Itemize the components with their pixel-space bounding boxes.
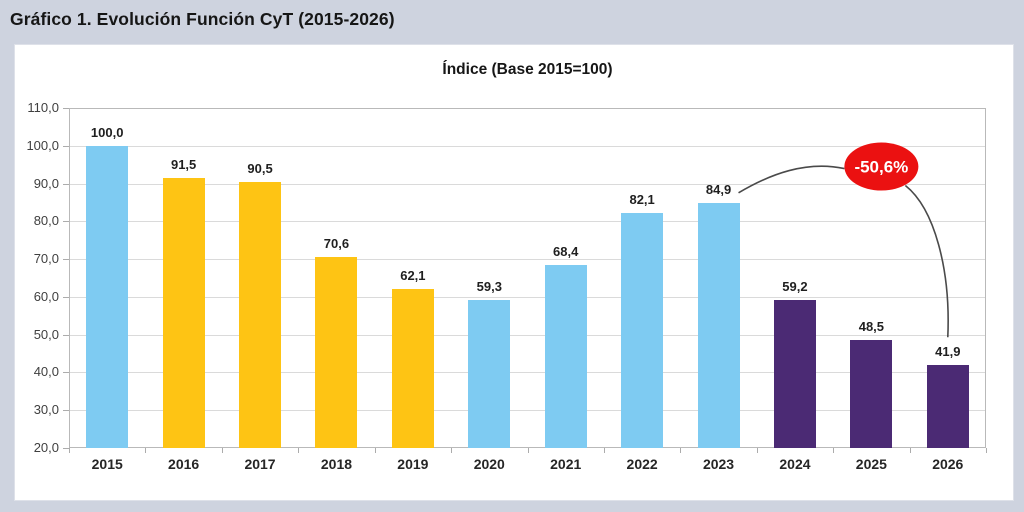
grid-line [70, 221, 985, 223]
y-axis-tick-label: 100,0 [26, 137, 59, 153]
x-axis-tick [451, 448, 453, 453]
grid-line [70, 259, 985, 261]
grid-line [70, 410, 985, 412]
bar-2015 [86, 145, 129, 448]
x-axis-tick [527, 448, 529, 453]
bar-value-label: 59,2 [782, 278, 808, 294]
y-axis-tick-label: 70,0 [33, 251, 59, 267]
x-axis-category-label: 2026 [932, 456, 964, 472]
y-axis-tick [63, 334, 69, 336]
bar-2017 [239, 181, 282, 448]
bar-2018 [315, 256, 358, 448]
bar-2025 [850, 340, 893, 448]
y-axis-tick [63, 448, 69, 449]
x-axis-tick [603, 448, 605, 453]
bar-2022 [621, 213, 664, 448]
y-axis-tick [63, 108, 69, 109]
y-axis-tick [63, 410, 69, 412]
bar-2024 [773, 299, 816, 448]
x-axis-category-label: 2023 [702, 456, 735, 472]
chart-title: Índice (Base 2015=100) [442, 61, 613, 78]
y-axis-tick [63, 145, 69, 147]
bar-value-label: 100,0 [90, 124, 124, 140]
x-axis-category-label: 2018 [320, 456, 353, 472]
grid-line [70, 372, 985, 374]
bar-value-label: 68,4 [553, 244, 579, 260]
bar-value-label: 84,9 [705, 181, 732, 197]
x-axis-tick [145, 448, 147, 453]
y-axis-tick [63, 259, 69, 261]
x-axis-category-label: 2024 [779, 456, 811, 472]
plot-area [69, 108, 986, 448]
x-axis-tick [69, 448, 70, 453]
grid-line [70, 145, 985, 147]
x-axis-tick [298, 448, 300, 453]
grid-line [70, 183, 985, 185]
x-axis-tick [680, 448, 682, 453]
y-axis-tick-label: 90,0 [33, 175, 59, 191]
y-axis-tick-label: 110,0 [27, 100, 59, 115]
x-axis-tick [756, 448, 758, 453]
bar-2019 [391, 288, 434, 448]
x-axis-tick [986, 448, 987, 453]
y-axis-tick [63, 183, 69, 185]
bar-value-label: 90,5 [247, 160, 273, 176]
x-axis-category-label: 2015 [91, 456, 123, 472]
chart-panel: Índice (Base 2015=100) 110,0 100,0 90,0 80,… [14, 44, 1014, 501]
bar-value-label: 91,5 [170, 156, 197, 172]
bar-2020 [468, 299, 511, 448]
x-axis-category-label: 2025 [855, 456, 887, 472]
x-axis-category-label: 2019 [397, 456, 429, 472]
grid-line [70, 334, 985, 336]
bar-value-label: 62,1 [400, 267, 426, 283]
y-axis-tick [63, 296, 69, 298]
bar-value-label: 59,3 [476, 278, 502, 294]
x-axis-category-label: 2020 [473, 456, 505, 472]
bar-value-label: 48,5 [858, 319, 885, 335]
x-axis-tick [374, 448, 376, 453]
x-axis-category-label: 2021 [550, 456, 582, 472]
grid-line [70, 296, 985, 298]
y-axis-tick-label: 50,0 [33, 326, 59, 342]
x-axis-tick [833, 448, 835, 453]
y-axis-tick-label: 60,0 [33, 288, 59, 304]
y-axis-tick [63, 221, 69, 223]
bar-value-label: 70,6 [323, 235, 350, 251]
bar-2021 [544, 265, 587, 448]
bar-2023 [697, 202, 740, 448]
y-axis-tick-label: 80,0 [33, 213, 59, 229]
x-axis-category-label: 2022 [626, 456, 658, 472]
x-axis-tick [909, 448, 911, 453]
bar-value-label: 41,9 [935, 344, 961, 360]
y-axis-tick-label: 40,0 [33, 364, 59, 380]
bar-2016 [162, 177, 205, 448]
x-axis-category-label: 2016 [168, 456, 200, 472]
y-axis-tick [63, 372, 69, 374]
x-axis-category-label: 2017 [244, 456, 276, 472]
y-axis-tick-label: 20,0 [33, 440, 59, 455]
x-axis-tick [221, 448, 223, 453]
y-axis-tick-label: 30,0 [33, 402, 59, 418]
bar-2026 [926, 365, 969, 448]
bar-value-label: 82,1 [629, 192, 655, 208]
page-title: Gráfico 1. Evolución Función CyT (2015-2… [10, 9, 395, 29]
